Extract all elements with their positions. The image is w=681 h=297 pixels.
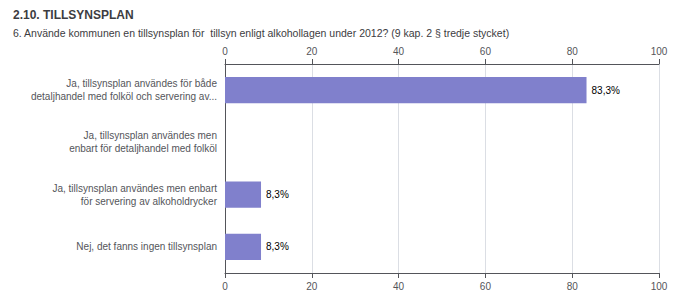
svg-text:80: 80 xyxy=(567,281,579,292)
svg-text:6. Använde kommunen en tillsyn: 6. Använde kommunen en tillsynsplan för … xyxy=(13,27,509,39)
svg-text:för servering av alkoholdrycke: för servering av alkoholdrycker xyxy=(81,196,218,207)
svg-text:8,3%: 8,3% xyxy=(266,189,289,200)
svg-text:Ja, tillsynsplan användes men: Ja, tillsynsplan användes men enbart xyxy=(52,183,217,194)
svg-text:Ja, tillsynsplan användes för: Ja, tillsynsplan användes för både xyxy=(66,78,217,89)
svg-text:100: 100 xyxy=(651,281,668,292)
svg-text:60: 60 xyxy=(480,46,492,57)
svg-text:20: 20 xyxy=(306,46,318,57)
svg-text:enbart för detaljhandel med fo: enbart för detaljhandel med folköl xyxy=(69,143,217,154)
svg-text:detaljhandel med folköl och se: detaljhandel med folköl och servering av… xyxy=(31,91,217,102)
svg-text:Ja, tillsynsplan användes men: Ja, tillsynsplan användes men xyxy=(84,130,217,141)
svg-text:40: 40 xyxy=(393,281,405,292)
svg-text:80: 80 xyxy=(567,46,579,57)
svg-text:60: 60 xyxy=(480,281,492,292)
svg-text:20: 20 xyxy=(306,281,318,292)
svg-text:0: 0 xyxy=(222,46,228,57)
svg-text:40: 40 xyxy=(393,46,405,57)
svg-text:2.10. TILLSYNSPLAN: 2.10. TILLSYNSPLAN xyxy=(13,8,134,22)
svg-text:Nej, det fanns ingen tillsynsp: Nej, det fanns ingen tillsynsplan xyxy=(76,241,217,252)
svg-text:100: 100 xyxy=(651,46,668,57)
svg-text:83,3%: 83,3% xyxy=(592,85,620,96)
svg-text:0: 0 xyxy=(222,281,228,292)
svg-text:8,3%: 8,3% xyxy=(266,241,289,252)
